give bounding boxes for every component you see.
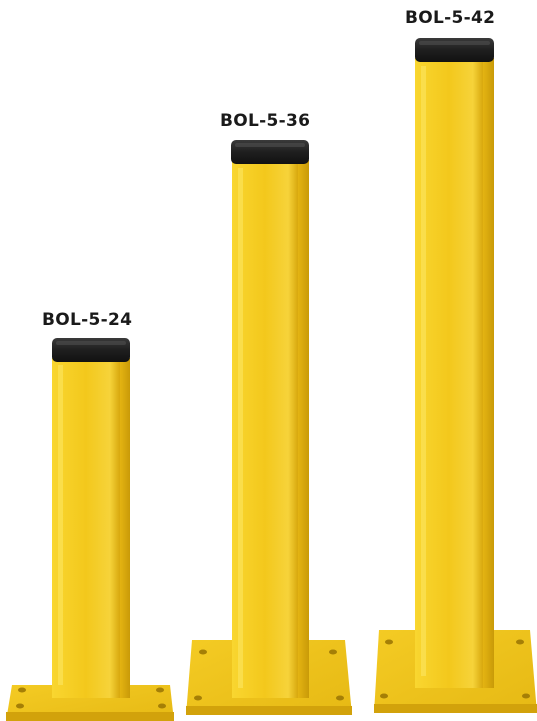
- post: [232, 160, 309, 698]
- bollard-bol-5-24: [6, 338, 174, 721]
- rubber-cap: [52, 338, 130, 362]
- post: [52, 358, 130, 698]
- rubber-cap: [231, 140, 309, 164]
- post: [415, 58, 494, 688]
- model-label-bol-5-24: BOL-5-24: [42, 310, 133, 330]
- model-label-bol-5-42: BOL-5-42: [405, 8, 496, 28]
- rubber-cap: [415, 38, 494, 62]
- bollard-bol-5-36: [186, 140, 352, 715]
- bollard-bol-5-42: [374, 38, 537, 713]
- base-plate: [6, 685, 174, 721]
- model-label-bol-5-36: BOL-5-36: [220, 111, 311, 131]
